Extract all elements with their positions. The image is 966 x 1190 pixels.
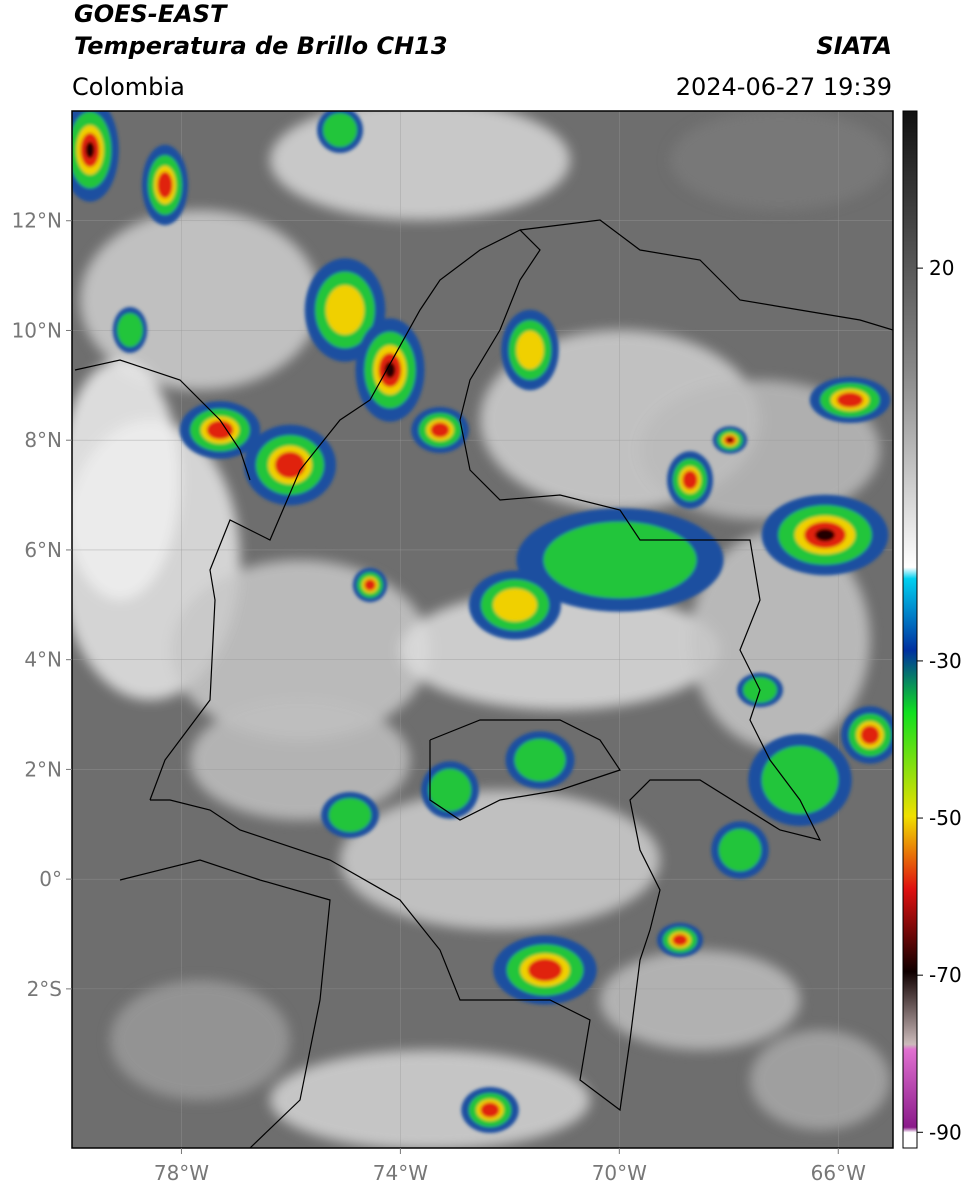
colorbar-tick-label: -30 (929, 649, 962, 673)
borders (74, 219, 893, 1148)
storm-cell (117, 313, 143, 347)
region: Colombia (72, 73, 185, 101)
colorbar-tick-label: 20 (929, 256, 954, 280)
storm-cell (727, 437, 733, 443)
storm-cell (328, 798, 372, 832)
cloud (670, 111, 890, 210)
cloud (690, 530, 870, 750)
cloud (270, 1050, 590, 1148)
y-tick-label: 12°N (12, 209, 62, 233)
datetime: 2024-06-27 19:39 (676, 73, 892, 101)
storm-cell (527, 958, 563, 982)
storm-cell (815, 528, 835, 542)
storm-cell (323, 113, 357, 147)
x-tick-label: 74°W (373, 1161, 428, 1185)
colorbar-tick-label: -90 (929, 1120, 962, 1144)
colorbar (902, 110, 918, 1149)
x-tick-label: 70°W (592, 1161, 647, 1185)
map-area (72, 111, 893, 1148)
storm-cell (514, 738, 566, 782)
cloud (190, 700, 410, 820)
storm-cell (672, 934, 688, 946)
cloud (750, 1030, 890, 1130)
storm-cell (836, 392, 864, 408)
y-tick-label: 2°N (24, 757, 62, 781)
storm-cell (860, 725, 880, 745)
storm-cell (480, 1102, 500, 1118)
source: SIATA (816, 32, 892, 60)
y-tick-label: 6°N (24, 538, 62, 562)
colorbar-tick-label: -70 (929, 963, 962, 987)
storm-cell (682, 470, 698, 490)
y-tick-label: 4°N (24, 648, 62, 672)
cloud (110, 980, 290, 1100)
x-tick-label: 66°W (811, 1161, 866, 1185)
title: GOES-EAST (74, 0, 228, 28)
storm-cell (430, 422, 450, 438)
storm-cell (157, 171, 173, 199)
storm-cell (516, 330, 544, 370)
cloud (600, 950, 800, 1050)
map-frame (71, 110, 894, 1149)
colorbar-tick-label: -50 (929, 806, 962, 830)
convection (72, 111, 893, 1133)
storm-cell (206, 420, 234, 440)
y-tick-label: 10°N (12, 318, 62, 342)
subtitle: Temperatura de Brillo CH13 (74, 32, 448, 60)
cloud (72, 360, 180, 600)
storm-cell (85, 141, 95, 159)
y-tick-label: 2°S (27, 977, 62, 1001)
storm-cell (364, 579, 376, 591)
storm-cell (428, 768, 472, 812)
x-tick-label: 78°W (154, 1161, 209, 1185)
y-tick-label: 0° (39, 867, 62, 891)
y-tick-label: 8°N (24, 428, 62, 452)
storm-cell (325, 285, 365, 335)
storm-cell (493, 588, 537, 622)
cloud (270, 111, 570, 220)
storm-cell (384, 361, 396, 379)
cloud (170, 560, 430, 740)
cloud (340, 790, 660, 930)
storm-cell (761, 746, 839, 814)
storm-cell (718, 828, 762, 872)
storm-cell (274, 451, 306, 479)
grid (72, 111, 893, 1148)
storm-cell (543, 521, 697, 599)
